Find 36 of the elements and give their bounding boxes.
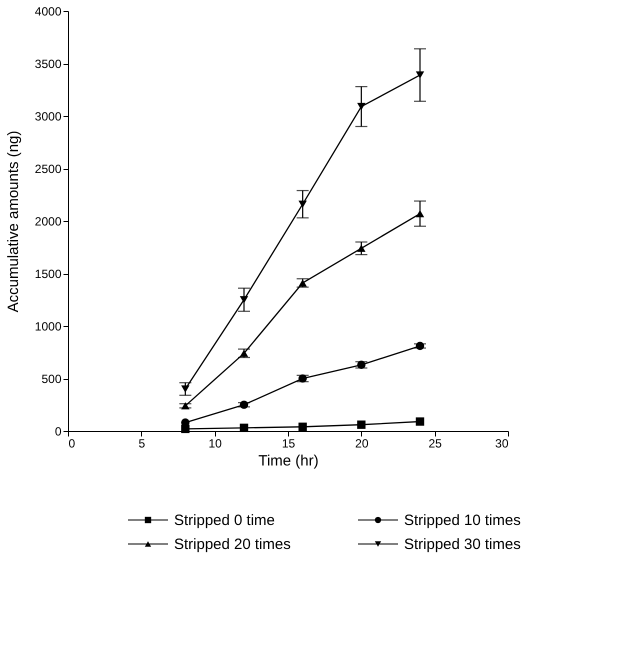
point bbox=[416, 210, 424, 218]
point bbox=[298, 374, 307, 383]
y-tick-label: 0 bbox=[54, 424, 62, 438]
point bbox=[357, 102, 366, 110]
point bbox=[181, 402, 190, 410]
x-tick-label: 10 bbox=[208, 436, 222, 450]
point bbox=[416, 71, 424, 79]
x-tick-label: 0 bbox=[68, 436, 76, 450]
point bbox=[357, 420, 366, 429]
point bbox=[181, 385, 190, 393]
point bbox=[416, 417, 424, 426]
y-tick-label: 3000 bbox=[34, 110, 62, 124]
x-axis-title: Time (hr) bbox=[258, 452, 319, 470]
legend-label: Stripped 30 times bbox=[404, 536, 521, 553]
x-tick-label: 30 bbox=[495, 436, 509, 450]
y-tick-label: 2000 bbox=[34, 214, 62, 228]
point bbox=[357, 360, 366, 370]
y-tick-label: 3500 bbox=[34, 57, 62, 71]
x-tick-label: 20 bbox=[355, 436, 369, 450]
y-axis-title: Accumulative amounts (ng) bbox=[4, 130, 22, 312]
x-tick-label: 5 bbox=[138, 436, 146, 450]
point bbox=[357, 244, 366, 252]
y-tick-label: 2500 bbox=[34, 162, 62, 176]
x-tick-label: 25 bbox=[428, 436, 442, 450]
y-tick-label: 500 bbox=[41, 372, 62, 386]
legend-label: Stripped 10 times bbox=[404, 512, 521, 529]
point bbox=[240, 424, 248, 432]
point bbox=[298, 422, 307, 431]
point bbox=[240, 296, 248, 304]
legend-label: Stripped 20 times bbox=[174, 536, 291, 553]
y-tick-label: 4000 bbox=[34, 4, 62, 18]
y-tick-label: 1000 bbox=[34, 320, 62, 334]
legend-label: Stripped 0 time bbox=[174, 512, 275, 529]
y-tick-label: 1500 bbox=[34, 267, 62, 281]
point bbox=[298, 200, 307, 208]
x-tick-label: 15 bbox=[282, 436, 296, 450]
